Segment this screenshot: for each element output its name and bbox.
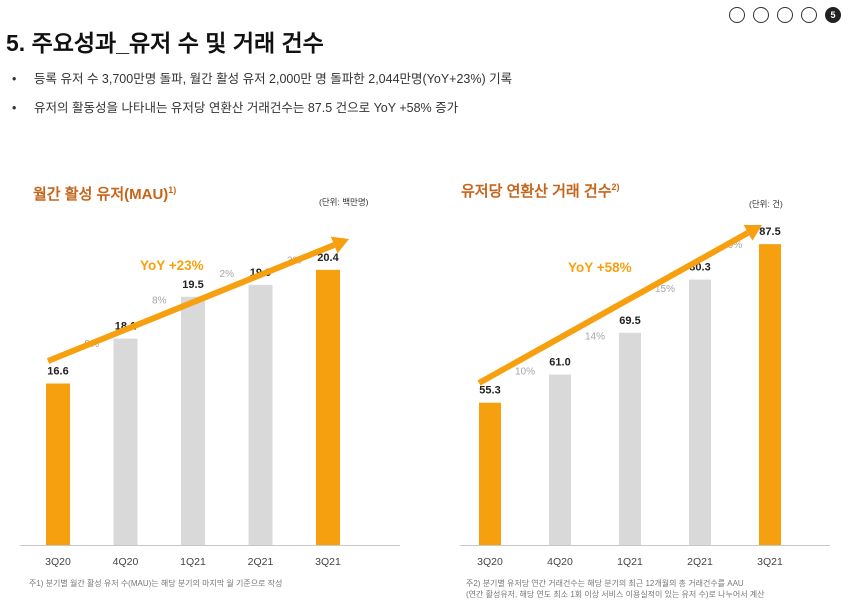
- summary-bullet-2: 유저의 활동성을 나타내는 유저당 연환산 거래건수는 87.5 건으로 YoY…: [12, 99, 512, 128]
- transactions-growth-label-4: 9%: [728, 240, 743, 251]
- mau-chart: 월간 활성 유저(MAU)1) (단위: 백만명) 16.63Q209%18.1…: [20, 185, 400, 589]
- mau-chart-svg: 16.63Q209%18.14Q208%19.51Q212%19.92Q213%…: [20, 236, 400, 568]
- pager-dot-2[interactable]: [753, 7, 769, 23]
- pager-dot-1[interactable]: [729, 7, 745, 23]
- mau-tick-label-1q21: 1Q21: [180, 556, 206, 568]
- page-title: 5. 주요성과_유저 수 및 거래 건수: [6, 30, 324, 56]
- transactions-bar-4q20: [549, 374, 571, 545]
- transactions-bar-3q21: [759, 244, 781, 545]
- mau-chart-title: 월간 활성 유저(MAU)1): [33, 185, 177, 203]
- mau-tick-label-2q21: 2Q21: [248, 556, 274, 568]
- mau-bar-3q20: [46, 383, 70, 545]
- mau-footnote-line-1: 주1) 분기별 월간 활성 유저 수(MAU)는 해당 분기의 마지막 월 기준…: [29, 579, 283, 588]
- mau-bar-4q20: [113, 338, 138, 545]
- summary-bullet-1: 등록 유저 수 3,700만명 돌파, 월간 활성 유저 2,000만 명 돌파…: [12, 70, 512, 99]
- mau-value-label-3q21: 20.4: [317, 252, 339, 264]
- mau-value-label-1q21: 19.5: [182, 279, 203, 291]
- mau-bar-1q21: [181, 296, 205, 545]
- mau-tick-label-3q21: 3Q21: [315, 556, 341, 568]
- page-pager: 5: [729, 7, 841, 23]
- transactions-tick-label-1q21: 1Q21: [617, 556, 643, 568]
- mau-bar-2q21: [248, 284, 273, 545]
- transactions-growth-label-1: 10%: [515, 367, 535, 378]
- pager-dot-4[interactable]: [801, 7, 817, 23]
- mau-chart-unit: (단위: 백만명): [319, 197, 369, 207]
- transactions-tick-label-3q21: 3Q21: [757, 556, 783, 568]
- transactions-trend-label: YoY +58%: [568, 260, 632, 275]
- transactions-value-label-3q20: 55.3: [479, 385, 500, 397]
- transactions-bar-1q21: [619, 332, 641, 545]
- summary-bullets: 등록 유저 수 3,700만명 돌파, 월간 활성 유저 2,000만 명 돌파…: [12, 70, 512, 128]
- transactions-footnote-line-2: (연간 활성유저, 해당 연도 최소 1회 이상 서비스 이용실적이 있는 유저…: [466, 590, 765, 599]
- transactions-chart-unit: (단위: 건): [749, 199, 783, 209]
- transactions-growth-label-2: 14%: [585, 332, 605, 343]
- mau-trend-label: YoY +23%: [140, 258, 204, 273]
- transactions-value-label-1q21: 69.5: [619, 315, 640, 327]
- transactions-trend-arrow: [477, 224, 762, 386]
- transactions-chart-svg: 55.33Q2010%61.04Q2014%69.51Q2115%80.32Q2…: [460, 224, 830, 568]
- mau-tick-label-4q20: 4Q20: [113, 556, 139, 568]
- transactions-value-label-4q20: 61.0: [549, 357, 570, 369]
- pager-dot-5-active[interactable]: 5: [825, 7, 841, 23]
- transactions-growth-label-3: 15%: [655, 284, 675, 295]
- mau-tick-label-3q20: 3Q20: [45, 556, 71, 568]
- transactions-value-label-3q21: 87.5: [759, 226, 780, 238]
- transactions-footnote-line-1: 주2) 분기별 유저당 연간 거래건수는 해당 분기의 최근 12개월의 총 거…: [466, 579, 744, 588]
- pager-dot-3[interactable]: [777, 7, 793, 23]
- transactions-bar-2q21: [689, 279, 711, 545]
- transactions-tick-label-3q20: 3Q20: [477, 556, 503, 568]
- transactions-chart-footnote: 주2) 분기별 유저당 연간 거래건수는 해당 분기의 최근 12개월의 총 거…: [466, 578, 765, 600]
- mau-value-label-3q20: 16.6: [47, 366, 68, 378]
- transactions-tick-label-4q20: 4Q20: [547, 556, 573, 568]
- mau-growth-label-3: 2%: [220, 269, 235, 280]
- transactions-chart: 유저당 연환산 거래 건수2) (단위: 건) 55.3 3Q20 10% 61.0 4…: [425, 0, 849, 608]
- transactions-tick-label-2q21: 2Q21: [687, 556, 713, 568]
- transactions-chart-title: 유저당 연환산 거래 건수2): [461, 182, 620, 200]
- mau-growth-label-2: 8%: [152, 296, 167, 307]
- mau-bar-3q21: [316, 269, 340, 545]
- transactions-bar-3q20: [479, 402, 501, 545]
- mau-trend-arrow: [46, 236, 349, 364]
- mau-chart-footnote: 주1) 분기별 월간 활성 유저 수(MAU)는 해당 분기의 마지막 월 기준…: [29, 578, 282, 589]
